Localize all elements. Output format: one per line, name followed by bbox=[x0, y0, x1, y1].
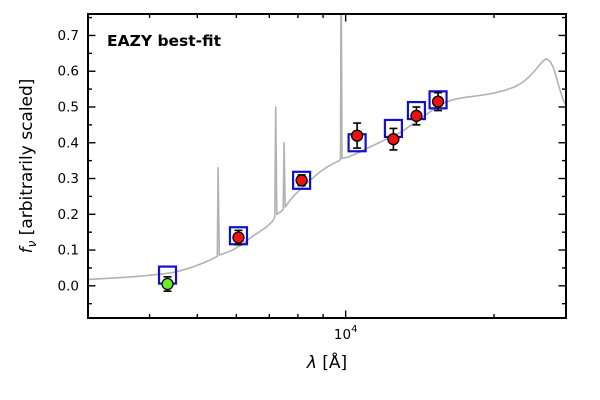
y-axis-label: fν [arbitrarily scaled] bbox=[17, 79, 39, 254]
model-photometry-square bbox=[292, 170, 312, 190]
y-tick-label: 0.0 bbox=[58, 278, 79, 294]
photometry-point bbox=[387, 133, 400, 146]
model-spectrum-line bbox=[88, 14, 566, 281]
y-tick-label: 0.2 bbox=[58, 207, 79, 223]
y-tick-label: 0.3 bbox=[58, 171, 79, 187]
y-tick-label: 0.6 bbox=[58, 64, 79, 80]
photometry-point bbox=[295, 174, 308, 187]
x-axis-label: λ [Å] bbox=[306, 351, 347, 373]
y-tick-label: 0.7 bbox=[58, 28, 79, 44]
x-tick-label: 104 bbox=[334, 324, 358, 343]
photometry-point bbox=[161, 277, 174, 291]
y-tick-label: 0.4 bbox=[58, 135, 79, 151]
photometry-point bbox=[410, 109, 423, 123]
y-tick-label: 0.5 bbox=[58, 99, 79, 115]
annotation-eazy-best-fit: EAZY best-fit bbox=[107, 32, 222, 50]
photometry-point bbox=[431, 95, 445, 108]
photometry-point bbox=[232, 231, 245, 244]
axes-frame bbox=[87, 13, 567, 319]
chart-generated-content: 104 0.0 0.1 0.2 0.3 0.4 0.5 0.6 0.7 λ [Å] fν [arbi… bbox=[17, 13, 567, 373]
y-tick-label: 0.1 bbox=[58, 243, 79, 259]
photometry-point bbox=[350, 129, 364, 142]
